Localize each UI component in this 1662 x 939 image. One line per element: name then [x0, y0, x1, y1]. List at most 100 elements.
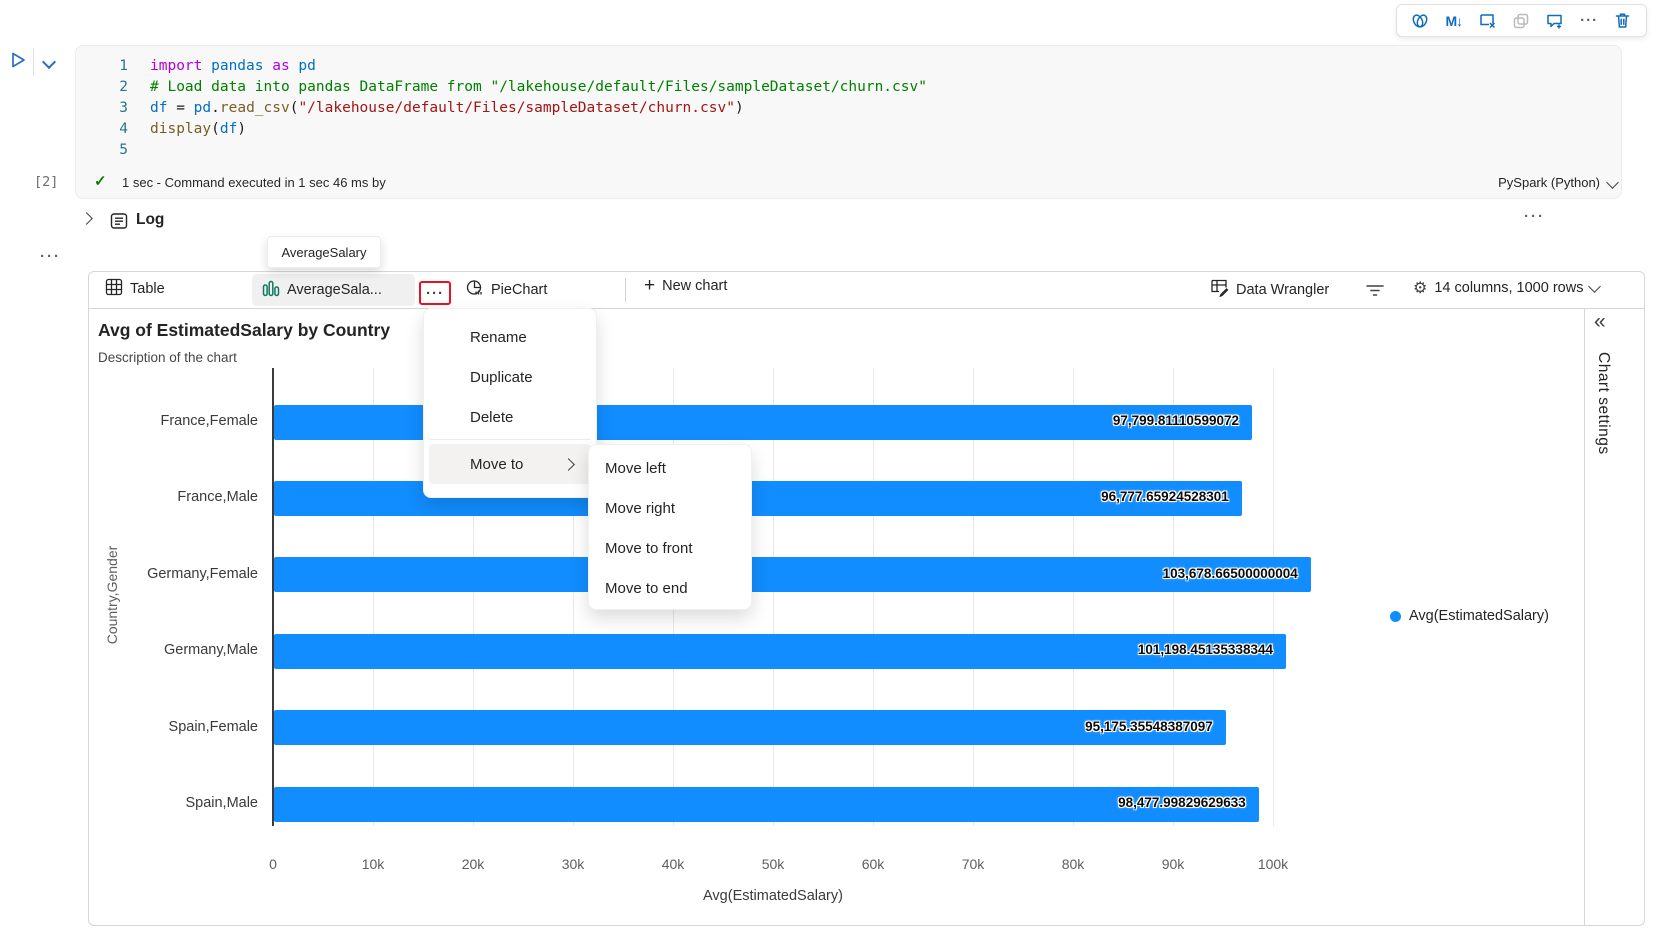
new-chart-label: New chart [662, 278, 728, 294]
x-tick-label: 10k [361, 856, 385, 872]
add-comment-icon[interactable] [1542, 8, 1568, 34]
code-line[interactable]: 4 display(df) [90, 119, 1540, 140]
code-token: df [150, 100, 177, 116]
trash-icon[interactable] [1610, 8, 1636, 34]
code-cell [75, 45, 1622, 199]
bar-value-label: 97,799.81110599072 [1112, 413, 1239, 428]
line-number: 5 [119, 142, 128, 158]
y-axis-title: Country,Gender [104, 545, 120, 645]
tab-pie-chart-label: PieChart [491, 281, 548, 298]
submenu-item-move-to-end[interactable]: Move to end [605, 579, 688, 597]
cell-status-text: 1 sec - Command executed in 1 sec 46 ms … [122, 175, 386, 190]
submenu-item-move-left[interactable]: Move left [605, 459, 666, 477]
chart-title: Avg of EstimatedSalary by Country [98, 320, 391, 340]
tab-table[interactable]: Table [105, 278, 165, 300]
gridline [1173, 368, 1174, 826]
line-number: 4 [119, 121, 128, 137]
tab-pie-chart[interactable]: PieChart [465, 278, 547, 301]
log-section-label[interactable]: Log [136, 211, 165, 228]
kernel-selector[interactable]: PySpark (Python) [1498, 175, 1600, 190]
tab-average-salary[interactable]: AverageSala... [252, 274, 415, 306]
gridline [1073, 368, 1074, 826]
submenu-item-move-right[interactable]: Move right [605, 499, 676, 517]
data-wrangler-icon [1210, 278, 1229, 301]
filter-icon[interactable] [1365, 282, 1385, 303]
y-category-label: Spain,Male [185, 795, 258, 811]
y-category-label: Germany,Male [163, 642, 258, 659]
legend: Avg(EstimatedSalary) [1390, 608, 1549, 624]
copy-icon [1508, 8, 1534, 34]
expand-settings-button[interactable]: « [1594, 310, 1606, 333]
gridline [1273, 368, 1274, 826]
bar [274, 633, 1286, 669]
code-token: as [272, 58, 299, 74]
divider [33, 48, 34, 76]
x-tick-label: 40k [661, 856, 685, 872]
submenu-chevron-icon [562, 458, 575, 471]
divider [1584, 308, 1585, 926]
submenu-item-move-to-front[interactable]: Move to front [605, 539, 693, 557]
x-tick-label: 50k [761, 856, 785, 872]
plus-icon: + [644, 275, 656, 296]
move-to-submenu: Move left Move right Move to front Move … [588, 444, 752, 610]
success-check-icon: ✓ [94, 173, 107, 190]
output-more-icon[interactable]: ··· [1524, 208, 1545, 225]
tab-more-icon: ··· [426, 284, 444, 302]
bar [274, 557, 1311, 593]
code-token: pd [298, 58, 316, 74]
bar-value-label: 103,678.66500000004 [1162, 565, 1298, 581]
code-token: = [176, 100, 194, 116]
y-category-label: France,Female [160, 413, 258, 429]
run-cell-button[interactable] [8, 50, 28, 70]
code-line[interactable]: 3 df = pd. read_csv("/lakehouse/default/Fi… [90, 98, 1540, 119]
code-line[interactable]: 2 # Load data into pandas DataFrame from … [90, 77, 1540, 98]
code-line[interactable]: 5 [90, 140, 1540, 161]
line-number: 3 [119, 100, 128, 116]
code-token: ) [734, 100, 744, 116]
copilot-icon[interactable] [1407, 8, 1433, 34]
markdown-icon[interactable]: M↓ [1445, 12, 1463, 29]
log-icon [110, 212, 128, 235]
menu-item-rename[interactable]: Rename [470, 328, 527, 346]
chart-tab-more-button[interactable]: ··· [419, 281, 451, 305]
bar-value-label: 96,777.65924528301 [1101, 489, 1229, 505]
menu-item-delete[interactable]: Delete [470, 408, 514, 426]
code-token: display [150, 121, 212, 137]
gridline [873, 368, 874, 826]
execution-count: [2] [34, 174, 59, 190]
menu-item-move-to[interactable]: Move to [429, 444, 591, 484]
chart-subtitle: Description of the chart [98, 350, 237, 365]
code-token: df [219, 121, 238, 137]
more-actions-icon[interactable]: ··· [1580, 12, 1599, 29]
log-expand-chevron-icon[interactable] [80, 212, 93, 225]
code-token: "/lakehouse/default/Files/sampleDataset/… [298, 100, 735, 116]
x-tick-label: 100k [1257, 856, 1289, 872]
divider [625, 278, 626, 302]
x-tick-label: 90k [1161, 856, 1185, 872]
run-options-chevron-icon[interactable] [41, 54, 57, 70]
y-category-label: Germany,Female [147, 565, 258, 582]
gear-icon: ⚙ [1413, 280, 1428, 297]
gridline [973, 368, 974, 826]
code-token: ) [237, 121, 247, 137]
code-editor[interactable]: 1 import pandas as pd 2 # Load data into pa… [90, 56, 1540, 161]
chart-settings-label: Chart settings [1595, 352, 1612, 455]
delete-output-icon[interactable] [1475, 8, 1501, 34]
bar [274, 710, 1226, 746]
y-category-label: Spain,Female [168, 718, 258, 735]
cell-margin-more-icon[interactable]: ··· [40, 248, 61, 265]
x-tick-label: 0 [269, 856, 277, 872]
menu-item-move-to-label: Move to [470, 455, 524, 473]
code-line[interactable]: 1 import pandas as pd [90, 56, 1540, 77]
code-token: pd [193, 100, 212, 116]
data-wrangler-button[interactable]: Data Wrangler [1210, 278, 1329, 301]
code-token: ( [289, 100, 299, 116]
bar-value-label: 98,477.99829629633 [1118, 795, 1246, 810]
x-tick-label: 60k [861, 856, 885, 872]
new-chart-button[interactable]: + New chart [644, 275, 728, 296]
columns-rows-selector[interactable]: ⚙ 14 columns, 1000 rows [1413, 278, 1602, 298]
gridline [473, 368, 474, 826]
x-axis-title: Avg(EstimatedSalary) [703, 888, 843, 904]
menu-item-duplicate[interactable]: Duplicate [470, 368, 533, 386]
